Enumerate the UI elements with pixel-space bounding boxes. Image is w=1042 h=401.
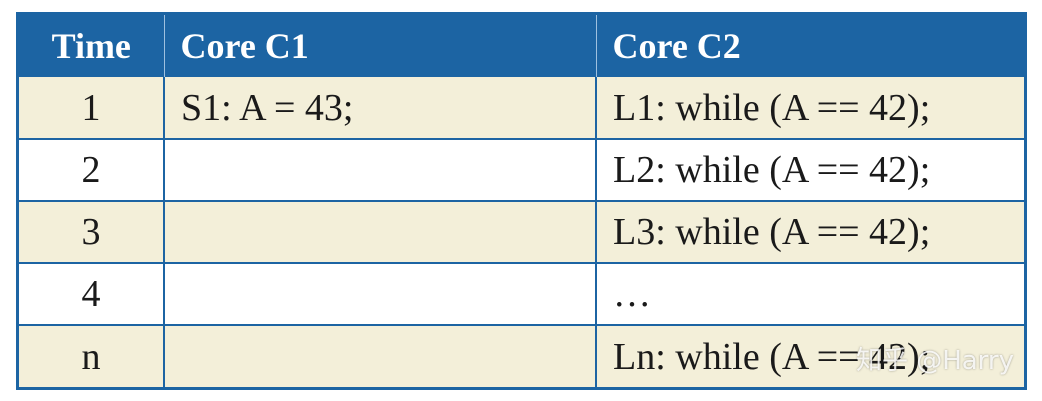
core-c1-cell	[163, 324, 596, 387]
core-c2-cell: L1: while (A == 42);	[595, 77, 1024, 139]
table-frame: Time Core C1 Core C2 1 S1: A = 43; L1: w…	[16, 12, 1027, 390]
table-row: 3 L3: while (A == 42);	[19, 200, 1024, 263]
core-c1-cell	[163, 138, 596, 201]
header-core-c1: Core C1	[163, 15, 596, 77]
table-row: 4 …	[19, 262, 1024, 325]
time-cell: n	[19, 324, 164, 387]
table-row: n Ln: while (A == 42);	[19, 324, 1024, 387]
core-c1-cell	[163, 200, 596, 263]
time-cell: 4	[19, 262, 164, 325]
timeline-table: Time Core C1 Core C2 1 S1: A = 43; L1: w…	[19, 15, 1024, 387]
header-core-c2: Core C2	[595, 15, 1024, 77]
time-cell: 1	[81, 86, 101, 129]
core-c1-cell	[163, 262, 596, 325]
time-cell: 2	[19, 138, 164, 201]
header-time: Time	[51, 26, 131, 66]
header-row: Time Core C1 Core C2	[19, 15, 1024, 77]
table-row: 2 L2: while (A == 42);	[19, 138, 1024, 201]
time-cell: 3	[19, 200, 164, 263]
core-c2-cell: L3: while (A == 42);	[595, 200, 1024, 263]
table-row: 1 S1: A = 43; L1: while (A == 42);	[19, 77, 1024, 139]
core-c2-cell: L2: while (A == 42);	[595, 138, 1024, 201]
core-c2-cell: …	[595, 262, 1024, 325]
core-c1-cell: S1: A = 43;	[163, 77, 596, 139]
core-c2-cell: Ln: while (A == 42);	[595, 324, 1024, 387]
